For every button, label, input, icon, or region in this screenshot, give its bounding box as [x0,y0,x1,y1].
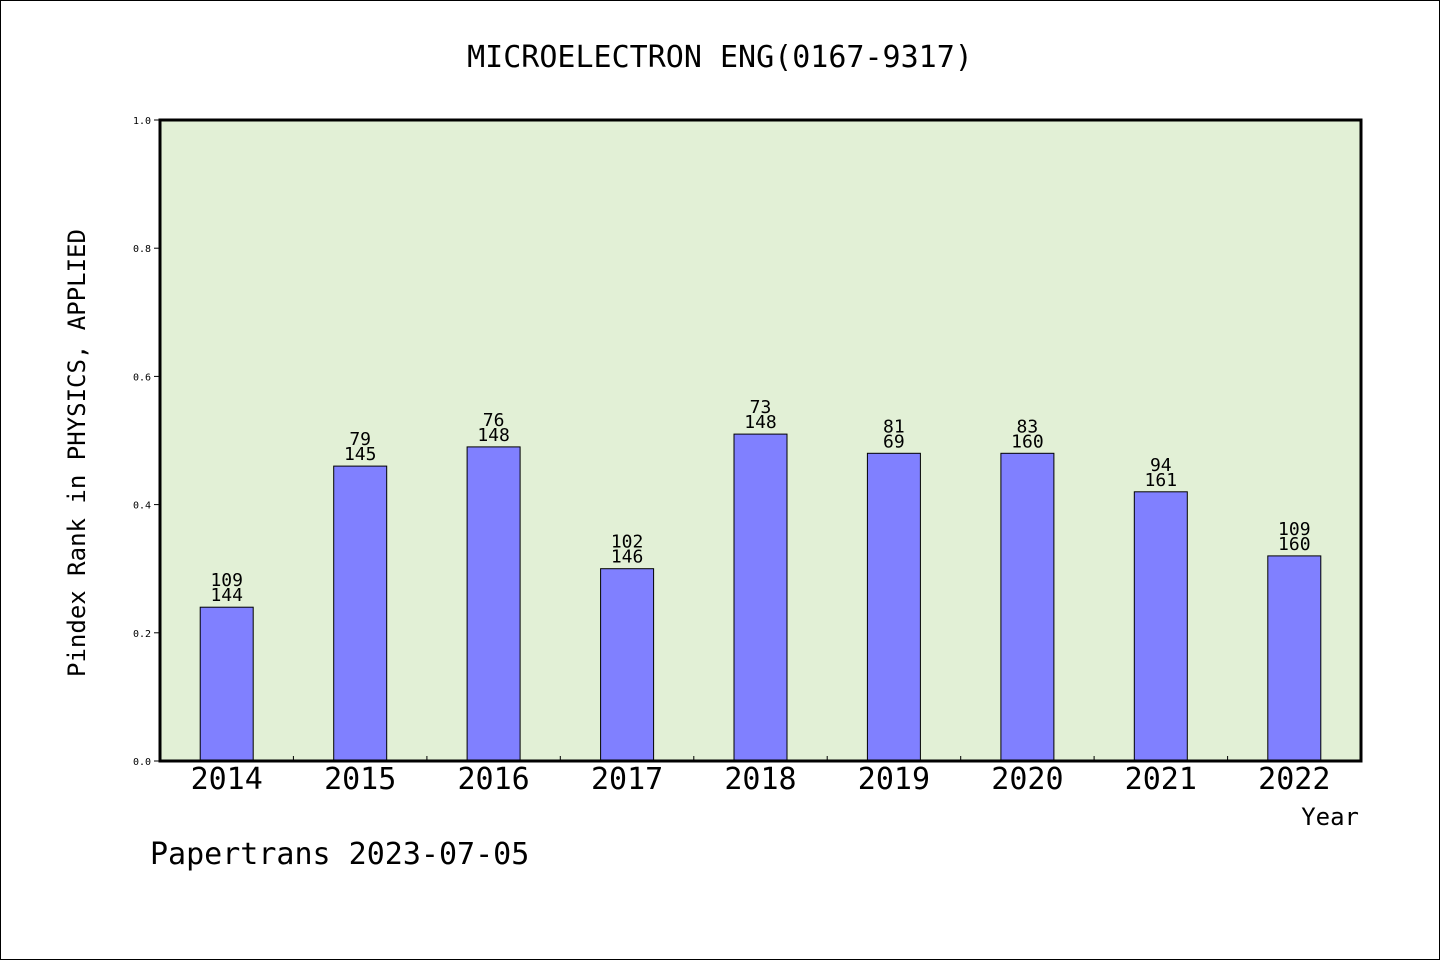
bar-label-bottom-2014: 144 [210,585,243,606]
bar-2015 [333,465,388,762]
bar-label-top-2020: 83 [1017,416,1039,437]
x-tick-label-2020: 2020 [991,762,1063,797]
bar-label-bottom-2020: 160 [1011,431,1044,452]
plot-border [158,118,1363,763]
bar-label-bottom-2015: 145 [344,444,377,465]
bar-label-bottom-2022: 160 [1278,534,1311,555]
bar-2018 [733,433,788,762]
x-tick-label-2017: 2017 [591,762,663,797]
x-tick-label-2015: 2015 [324,762,396,797]
chart-title: MICROELECTRON ENG(0167-9317) [467,40,973,75]
bar-label-top-2014: 109 [210,570,243,591]
bar-label-bottom-2017: 146 [611,547,644,568]
y-tick-label-1.0: 1.0 [133,116,151,127]
x-tick-label-2016: 2016 [457,762,529,797]
bar-2022 [1267,555,1322,762]
y-axis-ticks: 0.0 0.2 0.4 0.6 0.8 1.0 [133,116,160,768]
y-tick-label-0.2: 0.2 [133,629,151,640]
bar-label-top-2016: 76 [483,410,505,431]
bar-label-bottom-2021: 161 [1145,470,1178,491]
bar-2014 [199,606,254,762]
x-axis-label: Year [1301,803,1359,831]
x-tick-label-2018: 2018 [724,762,796,797]
bar-label-top-2022: 109 [1278,519,1311,540]
bar-label-bottom-2016: 148 [477,425,510,446]
x-tick-label-2022: 2022 [1258,762,1330,797]
bar-2019 [866,452,921,762]
y-tick-label-0.0: 0.0 [133,757,151,768]
y-tick-label-0.8: 0.8 [133,244,151,255]
y-tick-label-0.6: 0.6 [133,372,151,383]
x-tick-label-2019: 2019 [858,762,930,797]
bar-label-top-2018: 73 [750,397,772,418]
bar-label-top-2019: 81 [883,416,905,437]
bar-label-top-2021: 94 [1150,455,1172,476]
bar-2021 [1133,491,1188,762]
bar-label-bottom-2018: 148 [744,412,777,433]
x-tick-label-2014: 2014 [191,762,263,797]
bar-2020 [1000,452,1055,762]
bar-2016 [466,446,521,762]
y-axis-label: Pindex Rank in PHYSICS, APPLIED [63,229,91,677]
bar-2017 [600,568,655,762]
bars-group [199,433,1322,762]
footer-credit: Papertrans 2023-07-05 [150,837,529,872]
bar-label-top-2015: 79 [349,429,371,450]
x-tick-label-2021: 2021 [1125,762,1197,797]
y-tick-label-0.4: 0.4 [133,501,151,512]
bar-label-bottom-2019: 69 [883,431,905,452]
bar-label-top-2017: 102 [611,532,644,553]
x-axis-ticks: 2014 2015 2016 2017 2018 2019 2020 2021 2022 [191,756,1330,797]
